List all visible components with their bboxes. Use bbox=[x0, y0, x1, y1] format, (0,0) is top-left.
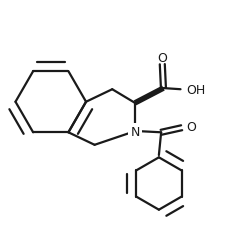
Text: O: O bbox=[186, 120, 196, 134]
Text: OH: OH bbox=[186, 84, 205, 96]
Text: O: O bbox=[157, 52, 167, 65]
Text: N: N bbox=[130, 125, 140, 138]
